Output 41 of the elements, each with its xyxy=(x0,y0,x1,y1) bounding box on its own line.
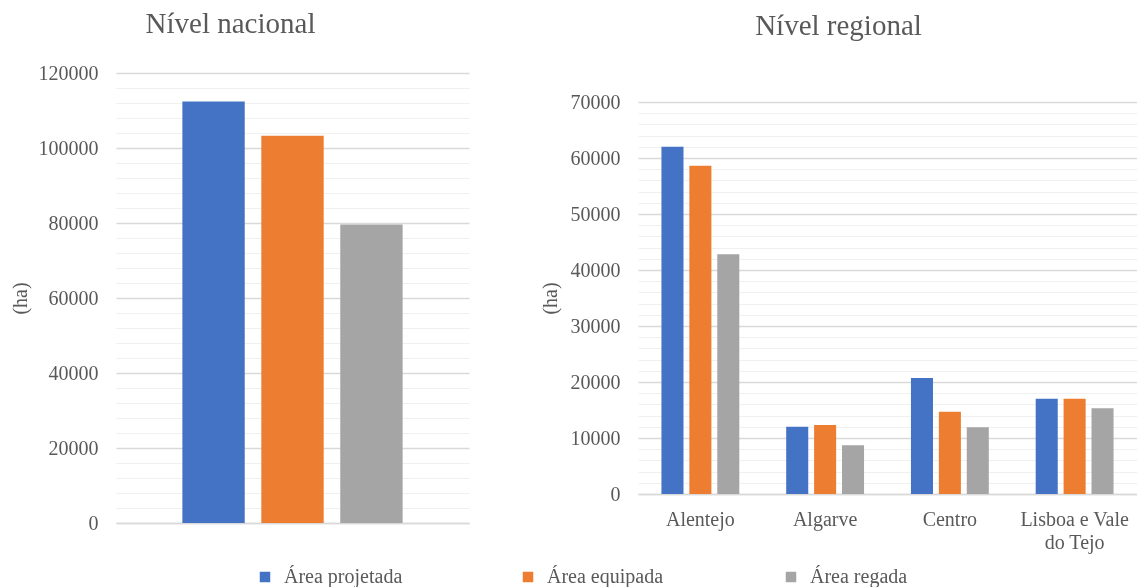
bar xyxy=(910,378,933,494)
bar xyxy=(689,165,712,494)
bar xyxy=(786,426,809,494)
y-tick-label: 0 xyxy=(88,511,99,534)
bar xyxy=(938,411,961,494)
y-tick-label: 20000 xyxy=(48,436,99,459)
y-tick-label: 100000 xyxy=(38,136,99,159)
y-axis-title: (ha) xyxy=(8,282,32,315)
y-tick-label: 0 xyxy=(610,482,621,505)
y-tick-label: 60000 xyxy=(48,286,99,309)
y-tick-label: 60000 xyxy=(570,146,621,169)
bar xyxy=(661,146,684,494)
legend-label: Área equipada xyxy=(547,565,664,587)
y-tick-label: 70000 xyxy=(570,90,621,113)
y-axis-title: (ha) xyxy=(538,282,562,315)
chart-title: Nível nacional xyxy=(145,7,316,39)
bar xyxy=(814,425,837,494)
x-tick-label: Algarve xyxy=(792,507,858,531)
y-tick-label: 80000 xyxy=(48,211,99,234)
y-tick-label: 40000 xyxy=(570,258,621,281)
legend-label: Área projetada xyxy=(284,565,403,587)
y-tick-label: 30000 xyxy=(570,314,621,337)
legend-label: Área regada xyxy=(810,565,908,587)
y-tick-label: 10000 xyxy=(570,426,621,449)
bar xyxy=(1091,408,1114,494)
bar xyxy=(261,135,324,523)
chart-title: Nível regional xyxy=(755,9,922,41)
y-tick-label: 50000 xyxy=(570,202,621,225)
x-tick-label: Lisboa e Vale do Tejo xyxy=(1020,507,1129,554)
bar xyxy=(1063,398,1086,494)
bar xyxy=(717,254,740,494)
bar xyxy=(966,427,989,494)
y-tick-label: 20000 xyxy=(570,370,621,393)
bar xyxy=(182,101,245,523)
bar xyxy=(340,224,403,523)
y-tick-label: 40000 xyxy=(48,361,99,384)
x-tick-label: Alentejo xyxy=(665,507,735,531)
x-tick-label: Centro xyxy=(922,507,978,530)
bar xyxy=(1035,398,1058,494)
y-tick-label: 120000 xyxy=(38,61,99,84)
bar xyxy=(842,445,865,494)
